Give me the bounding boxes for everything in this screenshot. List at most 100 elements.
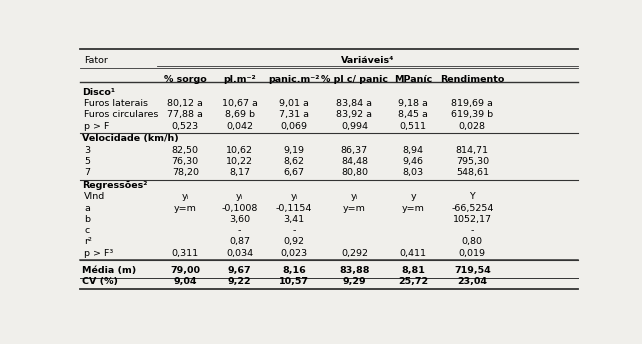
Text: 0,411: 0,411 [400, 249, 427, 258]
Text: 77,88 a: 77,88 a [168, 110, 203, 119]
Text: yᵢ: yᵢ [351, 192, 358, 201]
Text: 0,042: 0,042 [226, 121, 253, 130]
Text: 0,511: 0,511 [400, 121, 427, 130]
Text: 0,92: 0,92 [284, 237, 305, 246]
Text: c: c [84, 226, 89, 235]
Text: 8,81: 8,81 [401, 266, 425, 275]
Text: yᵢ: yᵢ [182, 192, 189, 201]
Text: 80,12 a: 80,12 a [168, 99, 203, 108]
Text: 7: 7 [84, 168, 91, 177]
Text: 7,31 a: 7,31 a [279, 110, 309, 119]
Text: % pl c/ panic: % pl c/ panic [321, 75, 388, 84]
Text: Y: Y [469, 192, 475, 201]
Text: y: y [410, 192, 416, 201]
Text: pl.m⁻²: pl.m⁻² [223, 75, 256, 84]
Text: -: - [471, 226, 474, 235]
Text: -0,1008: -0,1008 [221, 204, 258, 213]
Text: p > F: p > F [84, 121, 110, 130]
Text: 86,37: 86,37 [341, 146, 368, 155]
Text: 0,311: 0,311 [171, 249, 199, 258]
Text: Furos laterais: Furos laterais [84, 99, 148, 108]
Text: 9,22: 9,22 [228, 277, 252, 286]
Text: 79,00: 79,00 [170, 266, 200, 275]
Text: panic.m⁻²: panic.m⁻² [268, 75, 320, 84]
Text: 83,92 a: 83,92 a [336, 110, 372, 119]
Text: 8,45 a: 8,45 a [399, 110, 428, 119]
Text: 10,67 a: 10,67 a [221, 99, 257, 108]
Text: 10,57: 10,57 [279, 277, 309, 286]
Text: 8,94: 8,94 [403, 146, 424, 155]
Text: 0,023: 0,023 [281, 249, 308, 258]
Text: 3: 3 [84, 146, 91, 155]
Text: y=m: y=m [402, 204, 425, 213]
Text: a: a [84, 204, 90, 213]
Text: 9,67: 9,67 [228, 266, 252, 275]
Text: 9,18 a: 9,18 a [399, 99, 428, 108]
Text: 8,62: 8,62 [284, 157, 305, 166]
Text: 0,523: 0,523 [171, 121, 199, 130]
Text: 9,01 a: 9,01 a [279, 99, 309, 108]
Text: 0,019: 0,019 [459, 249, 486, 258]
Text: 9,46: 9,46 [403, 157, 424, 166]
Text: y=m: y=m [343, 204, 366, 213]
Text: 25,72: 25,72 [398, 277, 428, 286]
Text: 5: 5 [84, 157, 91, 166]
Text: VInd: VInd [84, 192, 105, 201]
Text: 9,29: 9,29 [343, 277, 366, 286]
Text: p > F³: p > F³ [84, 249, 114, 258]
Text: 0,994: 0,994 [341, 121, 368, 130]
Text: 0,034: 0,034 [226, 249, 254, 258]
Text: 0,292: 0,292 [341, 249, 368, 258]
Text: 84,48: 84,48 [341, 157, 368, 166]
Text: b: b [84, 215, 91, 224]
Text: 819,69 a: 819,69 a [451, 99, 493, 108]
Text: 719,54: 719,54 [454, 266, 490, 275]
Text: 3,60: 3,60 [229, 215, 250, 224]
Text: 83,88: 83,88 [339, 266, 370, 275]
Text: 6,67: 6,67 [284, 168, 305, 177]
Text: 9,04: 9,04 [173, 277, 197, 286]
Text: Disco¹: Disco¹ [82, 88, 115, 97]
Text: % sorgo: % sorgo [164, 75, 207, 84]
Text: r²: r² [84, 237, 92, 246]
Text: 619,39 b: 619,39 b [451, 110, 494, 119]
Text: Média (m): Média (m) [82, 266, 136, 275]
Text: yᵢ: yᵢ [291, 192, 298, 201]
Text: 8,03: 8,03 [403, 168, 424, 177]
Text: CV (%): CV (%) [82, 277, 117, 286]
Text: Fator: Fator [84, 56, 108, 65]
Text: 1052,17: 1052,17 [453, 215, 492, 224]
Text: 23,04: 23,04 [457, 277, 487, 286]
Text: 10,22: 10,22 [226, 157, 253, 166]
Text: -: - [293, 226, 296, 235]
Text: 795,30: 795,30 [456, 157, 489, 166]
Text: 0,069: 0,069 [281, 121, 308, 130]
Text: 8,16: 8,16 [282, 266, 306, 275]
Text: 814,71: 814,71 [456, 146, 489, 155]
Text: -0,1154: -0,1154 [276, 204, 313, 213]
Text: 78,20: 78,20 [171, 168, 199, 177]
Text: Furos circulares: Furos circulares [84, 110, 159, 119]
Text: Rendimento: Rendimento [440, 75, 505, 84]
Text: 8,17: 8,17 [229, 168, 250, 177]
Text: 0,87: 0,87 [229, 237, 250, 246]
Text: 10,62: 10,62 [226, 146, 253, 155]
Text: yᵢ: yᵢ [236, 192, 243, 201]
Text: 83,84 a: 83,84 a [336, 99, 372, 108]
Text: 3,41: 3,41 [284, 215, 305, 224]
Text: 0,80: 0,80 [462, 237, 483, 246]
Text: 9,19: 9,19 [284, 146, 305, 155]
Text: Velocidade (km/h): Velocidade (km/h) [82, 135, 178, 143]
Text: 80,80: 80,80 [341, 168, 368, 177]
Text: Regressões²: Regressões² [82, 181, 147, 190]
Text: MPaníc: MPaníc [394, 75, 433, 84]
Text: Variáveis⁴: Variáveis⁴ [341, 56, 394, 65]
Text: 82,50: 82,50 [171, 146, 199, 155]
Text: 76,30: 76,30 [171, 157, 199, 166]
Text: 0,028: 0,028 [459, 121, 486, 130]
Text: 548,61: 548,61 [456, 168, 489, 177]
Text: y=m: y=m [174, 204, 196, 213]
Text: 8,69 b: 8,69 b [225, 110, 255, 119]
Text: -66,5254: -66,5254 [451, 204, 494, 213]
Text: -: - [238, 226, 241, 235]
